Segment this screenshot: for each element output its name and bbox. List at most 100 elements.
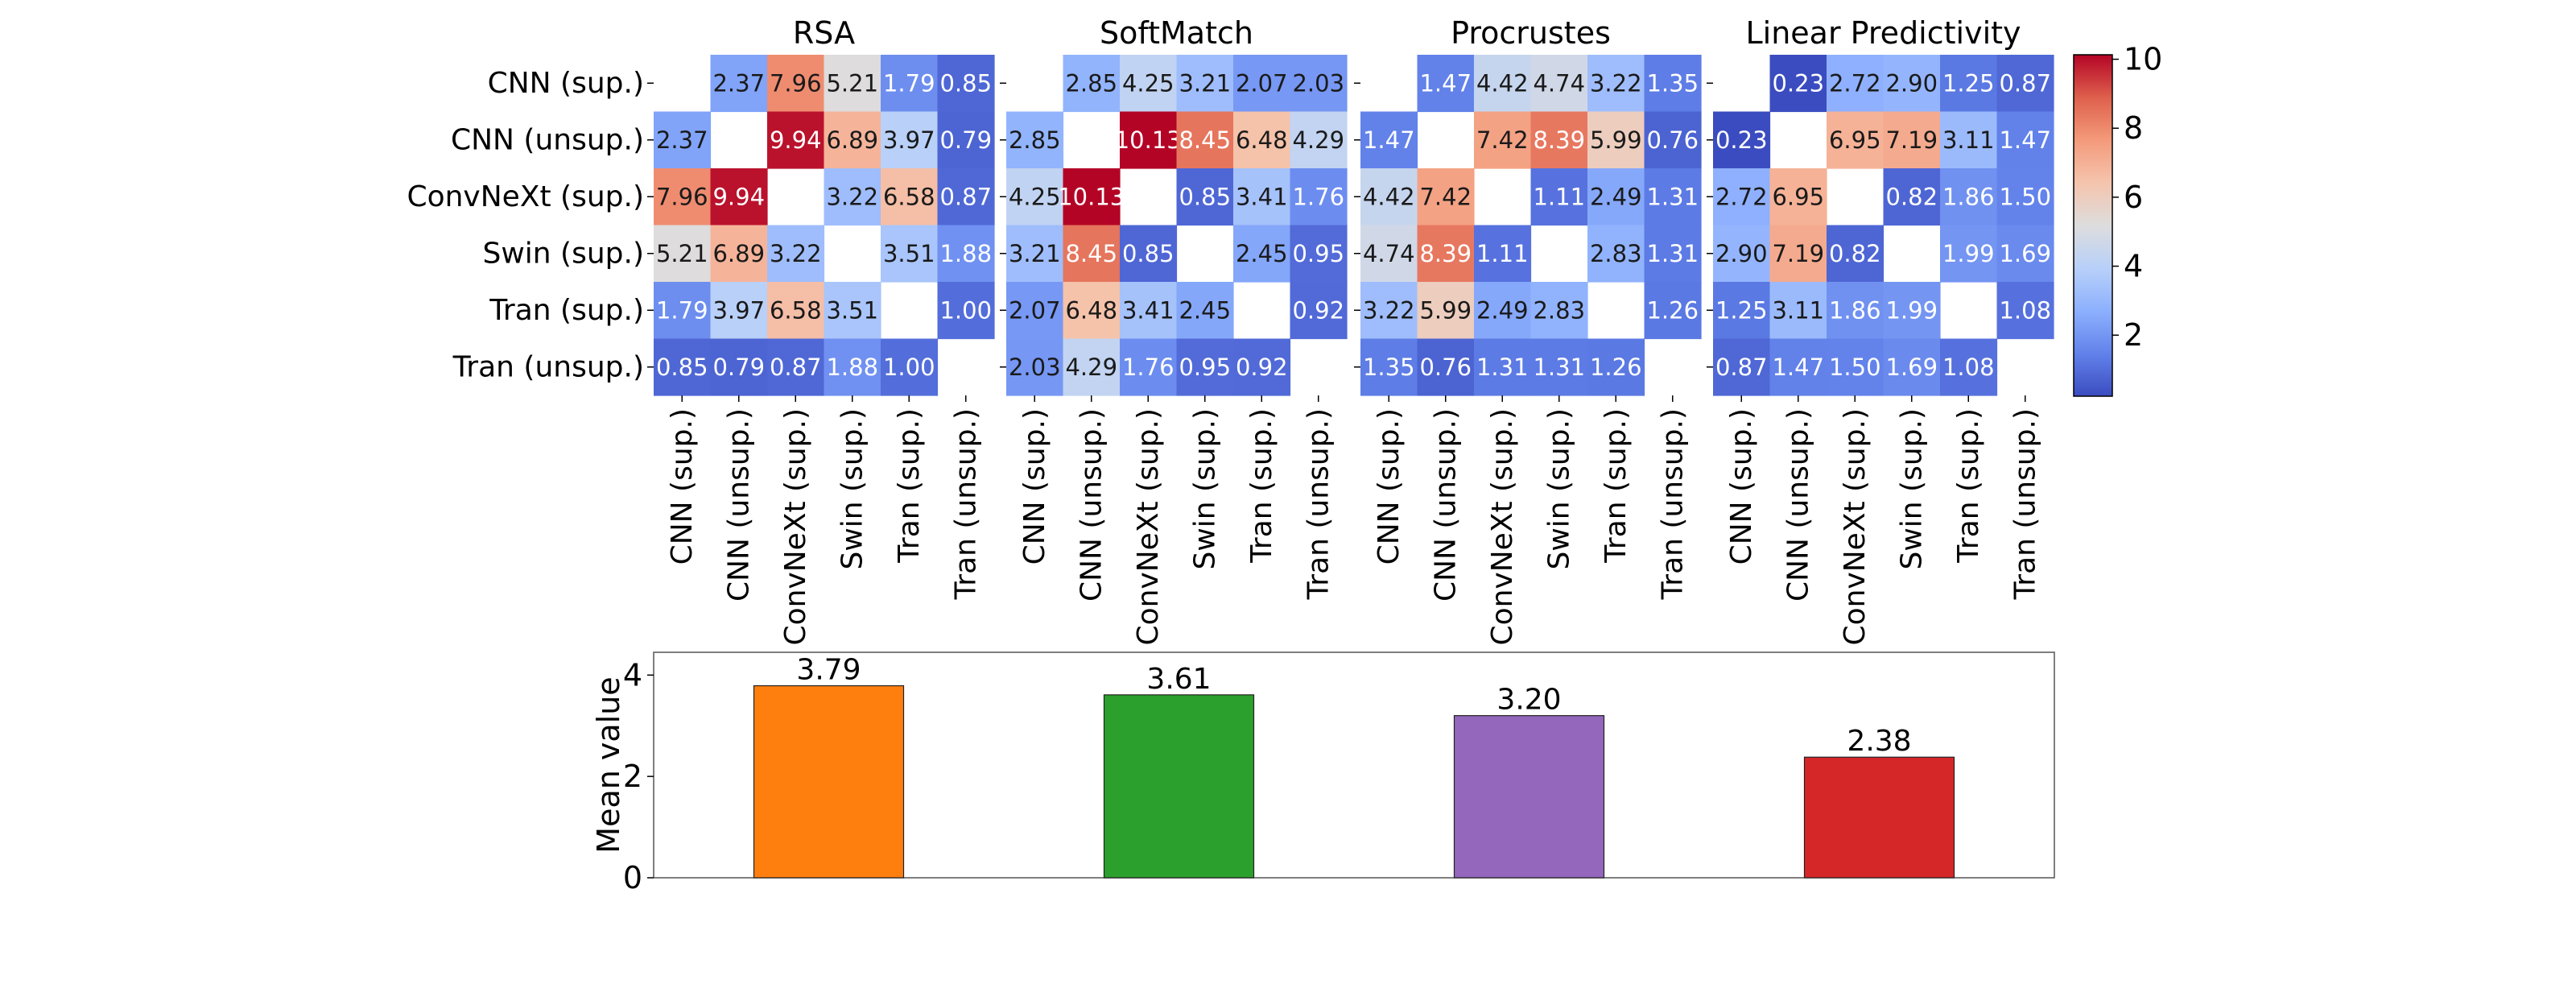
heatmap-cell-label: 4.42 <box>1363 183 1415 210</box>
col-label: Tran (sup.) <box>1245 408 1278 564</box>
row-label: Swin (sup.) <box>482 237 644 270</box>
heatmap-cell <box>937 225 995 283</box>
heatmap-cell <box>1063 338 1121 396</box>
heatmap-title: SoftMatch <box>1100 15 1253 51</box>
heatmap-cell <box>1290 282 1348 340</box>
heatmap-cell-label: 10.13 <box>1058 183 1125 210</box>
heatmap-cell <box>1360 111 1418 169</box>
heatmap-cell <box>654 282 712 340</box>
heatmap-cell <box>1360 225 1418 283</box>
heatmap-cell <box>1644 55 1702 113</box>
heatmap-cell-label: 3.21 <box>1009 240 1061 267</box>
heatmap-cell-label: 1.00 <box>939 296 992 324</box>
heatmap-cell <box>1417 282 1475 340</box>
heatmap-cell-label: 2.45 <box>1179 296 1231 324</box>
heatmap-cell <box>937 111 995 169</box>
colorbar-tick-label: 2 <box>2124 317 2143 353</box>
colorbar: 2 4 6 8 10 <box>2073 42 2162 397</box>
heatmap-cell <box>881 225 939 283</box>
heatmap-cell <box>710 282 768 340</box>
heatmap-grid: CNN (sup.) CNN (unsup.) ConvNeXt (sup.) Swi… <box>407 15 2054 646</box>
col-label: Swin (sup.) <box>1895 408 1928 570</box>
heatmap-cell <box>710 225 768 283</box>
heatmap-cell <box>1587 168 1645 226</box>
col-label: Tran (sup.) <box>1600 408 1633 564</box>
heatmap-cell <box>1120 111 1178 169</box>
heatmap-cell <box>1120 55 1178 113</box>
heatmap-cell <box>1006 225 1064 283</box>
bar-value-label: 3.61 <box>1146 663 1211 696</box>
heatmap-cell-label: 3.41 <box>1236 183 1288 210</box>
heatmap-cell <box>1233 338 1291 396</box>
heatmap-cell-label: 6.89 <box>712 240 765 267</box>
heatmap-cell-label: 3.21 <box>1179 69 1231 97</box>
heatmap-cell <box>1996 282 2054 340</box>
heatmap-cell <box>1120 225 1178 283</box>
heatmap-cell <box>1417 55 1475 113</box>
heatmap-cell-label: 2.90 <box>1715 240 1768 267</box>
heatmap-cell-label: 0.76 <box>1646 126 1699 154</box>
heatmap-cell-label: 3.51 <box>883 240 935 267</box>
heatmap-cell-label: 1.26 <box>1646 296 1699 324</box>
col-label: Swin (sup.) <box>1188 408 1221 570</box>
col-label: Tran (sup.) <box>893 408 926 564</box>
heatmap-cell <box>1883 338 1941 396</box>
heatmap-title: Procrustes <box>1451 15 1611 51</box>
heatmap-cell <box>1474 225 1532 283</box>
heatmap-cell-label: 6.89 <box>826 126 878 154</box>
heatmap-cell-label: 1.76 <box>1292 183 1344 210</box>
heatmap-cell <box>1063 55 1121 113</box>
heatmap-cell-label: 2.03 <box>1292 69 1344 97</box>
heatmap-cell <box>824 55 881 113</box>
heatmap-cell-label: 1.79 <box>656 296 708 324</box>
heatmap-cell <box>1417 225 1475 283</box>
col-label: Swin (sup.) <box>1542 408 1575 570</box>
heatmap-cell-label: 2.37 <box>656 126 708 154</box>
heatmap-cell-label: 4.29 <box>1292 126 1344 154</box>
heatmap-cell-label: 0.95 <box>1292 240 1344 267</box>
heatmap-cell <box>1713 225 1771 283</box>
heatmap-cell-label: 1.47 <box>1363 126 1415 154</box>
bar-softmatch <box>1103 694 1255 879</box>
col-label: Tran (unsup.) <box>1656 408 1689 600</box>
heatmap-cell <box>1996 55 2054 113</box>
heatmap-cell-label: 1.79 <box>883 69 935 97</box>
heatmap-cell-label: 7.96 <box>656 183 708 210</box>
col-label: CNN (sup.) <box>666 408 699 565</box>
heatmap-cell <box>1587 111 1645 169</box>
heatmap-cell-label: 7.19 <box>1772 240 1824 267</box>
heatmap-cell-label: 1.47 <box>1419 69 1472 97</box>
heatmap-cell-label: 2.07 <box>1009 296 1061 324</box>
heatmap-cell-label: 1.69 <box>1999 240 2051 267</box>
heatmap-cell-label: 0.87 <box>939 183 992 210</box>
bar-y-tick-label: 0 <box>623 860 642 895</box>
heatmap-cell <box>1176 282 1234 340</box>
heatmap-cell <box>1474 111 1532 169</box>
heatmap-cell-label: 1.11 <box>1476 240 1529 267</box>
col-label: Tran (unsup.) <box>1302 408 1335 600</box>
heatmap-cell <box>1233 168 1291 226</box>
heatmap-cell-label: 2.85 <box>1065 69 1117 97</box>
heatmap-cell-label: 8.45 <box>1065 240 1117 267</box>
heatmap-cell-label: 2.83 <box>1590 240 1642 267</box>
col-label: CNN (sup.) <box>1725 408 1758 565</box>
heatmap-cell-label: 6.95 <box>1772 183 1824 210</box>
heatmap-cell-label: 0.23 <box>1715 126 1768 154</box>
heatmap-cell <box>654 168 712 226</box>
heatmap-cell-label: 0.85 <box>1122 240 1174 267</box>
heatmap-cell <box>1713 111 1771 169</box>
heatmap-cell <box>1006 282 1064 340</box>
heatmap-cell <box>881 111 939 169</box>
heatmap-cell-label: 0.76 <box>1419 354 1472 381</box>
heatmap-cell <box>1290 111 1348 169</box>
heatmap-cell <box>1063 168 1121 226</box>
heatmap-cell <box>1530 168 1588 226</box>
heatmap-cell-label: 0.87 <box>1715 354 1768 381</box>
heatmap-cell-label: 1.31 <box>1646 183 1699 210</box>
heatmap-title: Linear Predictivity <box>1745 15 2021 51</box>
col-label: CNN (sup.) <box>1018 408 1051 565</box>
bar-y-tick-label: 4 <box>623 657 642 693</box>
